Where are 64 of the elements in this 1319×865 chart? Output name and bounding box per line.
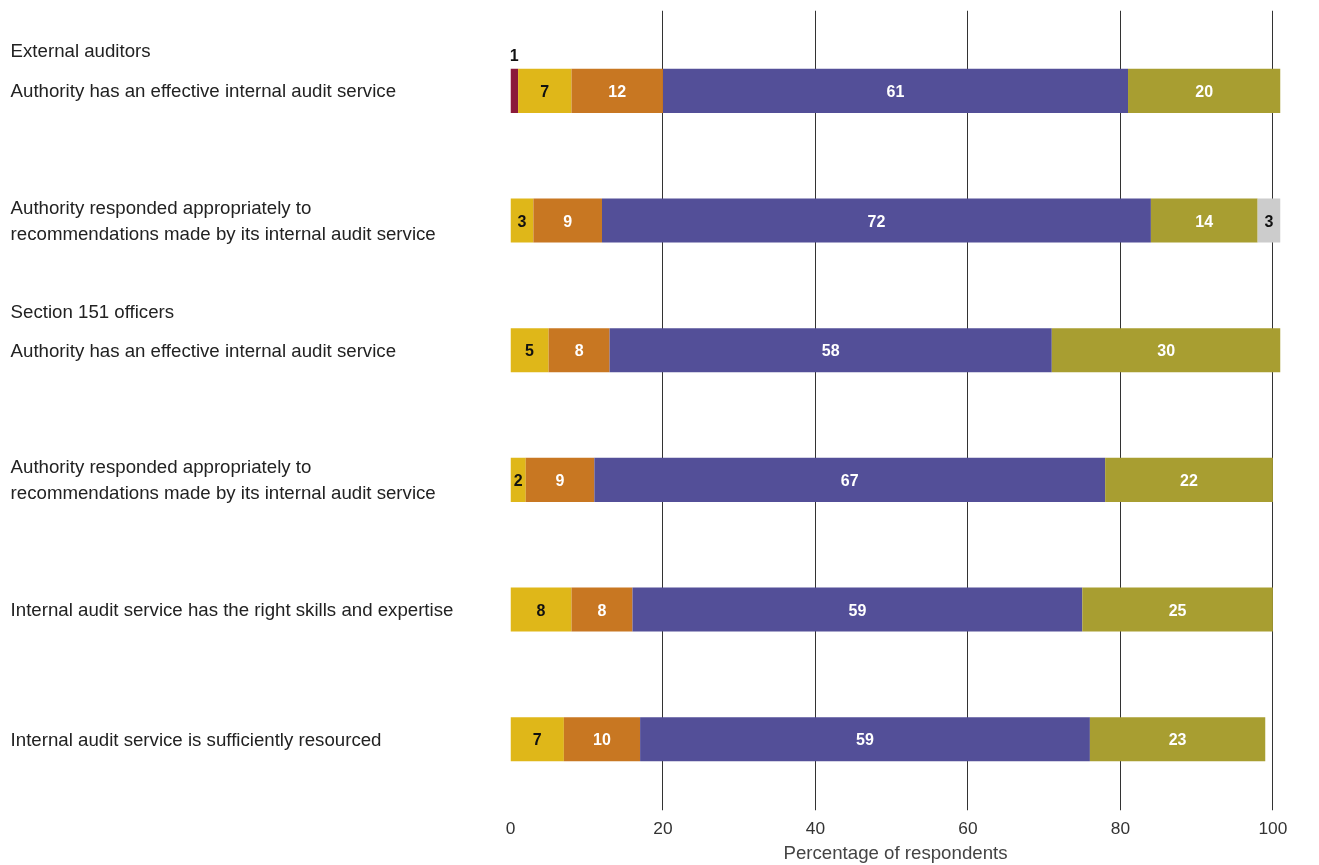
data-label: 20 (1195, 82, 1214, 100)
x-tick-label: 20 (653, 817, 673, 838)
data-label: 67 (840, 471, 859, 489)
bar (640, 717, 1090, 762)
y-tick-label: Authority responded appropriately to recommendations made by its internal audit service (10, 196, 436, 245)
x-tick-label: 60 (958, 817, 978, 838)
bar (571, 587, 633, 632)
data-label: 59 (856, 731, 874, 749)
bar (632, 587, 1083, 632)
x-tick-label: 40 (805, 817, 826, 838)
x-tick-label: 100 (1258, 817, 1288, 838)
data-label: 8 (597, 601, 607, 619)
data-label: 14 (1195, 212, 1214, 230)
bar (1082, 587, 1273, 632)
text: External auditors (10, 40, 151, 62)
y-tick-label: Authority responded appropriately to recommendations made by its internal audit service (10, 456, 436, 504)
data-label: 30 (1157, 342, 1176, 360)
data-label: 59 (848, 601, 867, 619)
data-label: 1 (509, 46, 519, 64)
bar (525, 457, 595, 502)
bar (563, 717, 641, 762)
bar (548, 328, 610, 373)
data-label: 2 (513, 471, 523, 489)
bar (510, 587, 572, 632)
data-label: 3 (517, 212, 527, 230)
bar (571, 68, 663, 113)
data-label: 9 (563, 212, 573, 230)
data-label: 9 (555, 471, 565, 489)
bar (609, 328, 1052, 373)
data-label: 7 (540, 82, 550, 100)
x-tick-label: 0 (505, 817, 516, 838)
data-label: 7 (532, 731, 542, 749)
bar (1089, 717, 1266, 762)
bar (1105, 457, 1273, 502)
data-label: 10 (593, 731, 611, 749)
bar (1051, 328, 1281, 373)
bar (662, 68, 1129, 113)
data-label: 5 (525, 342, 535, 360)
data-label: 8 (536, 601, 546, 619)
data-label: 3 (1264, 212, 1274, 230)
y-tick-label: Internal audit service is sufficiently resourced (10, 728, 382, 750)
bar (601, 198, 1151, 243)
bar (1150, 198, 1258, 243)
y-tick-label: Authority has an effective internal audit service (10, 80, 397, 102)
data-label: 12 (608, 82, 627, 100)
y-tick-label: Authority has an effective internal audit service (10, 339, 397, 361)
data-label: 72 (867, 212, 886, 230)
x-axis-title: Percentage of respondents (783, 841, 1008, 863)
bar (594, 457, 1106, 502)
data-label: 22 (1180, 471, 1199, 489)
y-tick-label: Internal audit service has the right skills and expertise (10, 599, 454, 621)
data-label: 25 (1168, 601, 1187, 619)
bar (510, 717, 564, 762)
x-tick-label: 80 (1110, 817, 1131, 838)
text: Section 151 officers (10, 300, 175, 322)
data-label: 58 (821, 342, 840, 360)
bar (1128, 68, 1281, 113)
bar (533, 198, 602, 243)
data-label: 23 (1168, 731, 1187, 749)
bar (510, 328, 549, 373)
data-label: 8 (574, 342, 584, 360)
bar (518, 68, 572, 113)
data-label: 61 (886, 82, 905, 100)
bar (510, 68, 519, 113)
